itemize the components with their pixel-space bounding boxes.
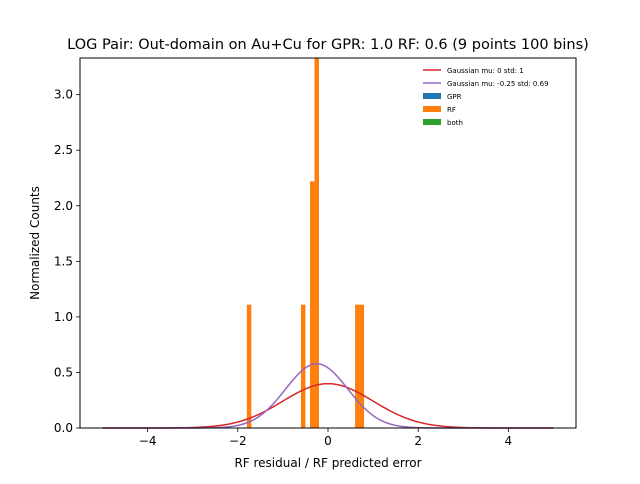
y-tick-label: 0.0 bbox=[54, 421, 73, 435]
y-tick-label: 2.5 bbox=[54, 143, 73, 157]
x-tick-label: 2 bbox=[414, 434, 422, 448]
y-axis: 0.0 0.5 1.0 1.5 2.0 2.5 3.0 bbox=[54, 88, 80, 435]
legend-patch-swatch bbox=[423, 106, 441, 112]
axes-frame bbox=[79, 57, 577, 429]
y-tick-label: 0.5 bbox=[54, 365, 73, 379]
legend-patch-swatch bbox=[423, 93, 441, 99]
y-tick-label: 1.5 bbox=[54, 254, 73, 268]
x-tick-label: 0 bbox=[324, 434, 332, 448]
legend-label: RF bbox=[447, 106, 456, 114]
histogram-bar-rf bbox=[355, 304, 360, 428]
y-axis-label: Normalized Counts bbox=[28, 186, 42, 300]
y-tick-label: 2.0 bbox=[54, 199, 73, 213]
x-tick-label: −2 bbox=[229, 434, 247, 448]
histogram-bar-rf bbox=[246, 304, 252, 428]
chart-title: LOG Pair: Out-domain on Au+Cu for GPR: 1… bbox=[67, 37, 589, 53]
legend-label: both bbox=[447, 119, 463, 127]
x-tick-label: 4 bbox=[505, 434, 513, 448]
x-axis: −4 −2 0 2 4 bbox=[139, 428, 512, 448]
histogram-bar-rf bbox=[359, 304, 365, 428]
histogram-bar-rf bbox=[314, 58, 319, 428]
legend-patch-swatch bbox=[423, 119, 441, 125]
legend-label: GPR bbox=[447, 93, 462, 101]
histogram-bar-rf bbox=[309, 181, 315, 428]
legend-label: Gaussian mu: 0 std: 1 bbox=[447, 67, 524, 75]
y-tick-label: 3.0 bbox=[54, 88, 73, 102]
legend-label: Gaussian mu: -0.25 std: 0.69 bbox=[447, 80, 549, 88]
x-tick-label: −4 bbox=[139, 434, 157, 448]
y-tick-label: 1.0 bbox=[54, 310, 73, 324]
legend: Gaussian mu: 0 std: 1 Gaussian mu: -0.25 … bbox=[423, 67, 549, 127]
x-axis-label: RF residual / RF predicted error bbox=[234, 456, 421, 470]
histogram-bar-rf bbox=[300, 304, 306, 428]
